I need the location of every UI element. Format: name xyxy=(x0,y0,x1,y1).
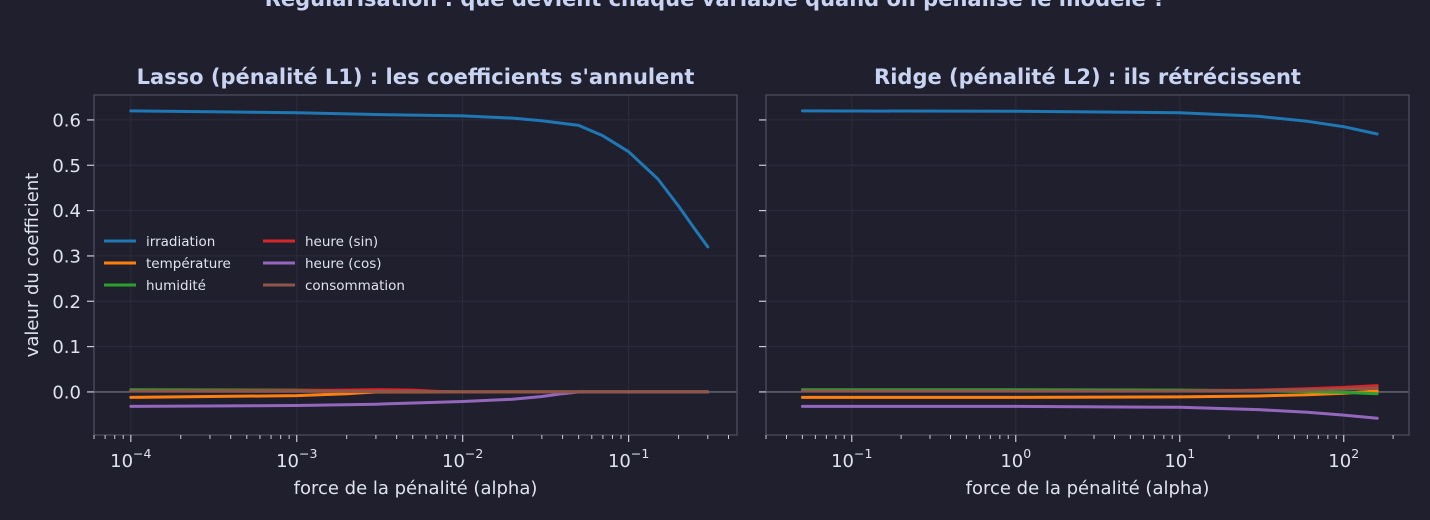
panel-title: Lasso (pénalité L1) : les coefficients s… xyxy=(137,65,695,89)
legend-label-irradiation: irradiation xyxy=(146,234,215,250)
legend-label-temperature: température xyxy=(146,256,231,272)
y-tick-label: 0.6 xyxy=(52,110,81,131)
series-line-consommation xyxy=(129,389,710,394)
axes-frame xyxy=(765,94,1410,436)
x-tick-label: 10−4 xyxy=(110,446,151,472)
series-line-irradiation xyxy=(129,109,710,249)
legend: irradiation température humidité heure (sin… xyxy=(104,234,405,294)
y-tick-label: 0.0 xyxy=(52,382,81,403)
plot-area xyxy=(766,95,1409,435)
x-axis-label: force de la pénalité (alpha) xyxy=(294,478,538,499)
y-tick-label: 0.2 xyxy=(52,292,81,313)
legend-label-consommation: consommation xyxy=(305,278,405,294)
series-line-consommation xyxy=(800,386,1379,393)
x-tick-label: 10−1 xyxy=(608,446,649,472)
legend-label-heure-sin: heure (sin) xyxy=(305,234,378,250)
y-tick-label: 0.1 xyxy=(52,337,81,358)
x-tick-label: 10−3 xyxy=(276,446,317,472)
figure-title: Régularisation : que devient chaque vari… xyxy=(265,0,1166,11)
lasso-panel: 10−4 10−3 10−2 10−1 0.0 0.1 0.2 0.3 0.4 0.5 0.6 Las… xyxy=(22,65,738,499)
x-tick-label: 10−1 xyxy=(831,446,872,472)
y-tick-label: 0.3 xyxy=(52,246,81,267)
series-line-heure-cos xyxy=(800,404,1379,420)
legend-label-humidite: humidité xyxy=(146,278,206,294)
y-tick-label: 0.4 xyxy=(52,201,81,222)
axes-frame xyxy=(93,94,738,436)
ridge-panel: 10−1 100 101 102 Ridge (pénalité L2) : ils r… xyxy=(759,65,1410,499)
x-tick-label: 10−2 xyxy=(442,446,483,472)
panel-title: Ridge (pénalité L2) : ils rétrécissent xyxy=(874,65,1301,89)
x-tick-label: 100 xyxy=(1000,446,1031,472)
x-tick-label: 101 xyxy=(1164,446,1195,472)
y-tick-label: 0.5 xyxy=(52,156,81,177)
x-axis-label: force de la pénalité (alpha) xyxy=(966,478,1210,499)
y-axis-label: valeur du coefficient xyxy=(22,173,43,358)
legend-label-heure-cos: heure (cos) xyxy=(305,256,382,272)
x-tick-label: 102 xyxy=(1328,446,1359,472)
series-line-irradiation xyxy=(800,109,1379,136)
